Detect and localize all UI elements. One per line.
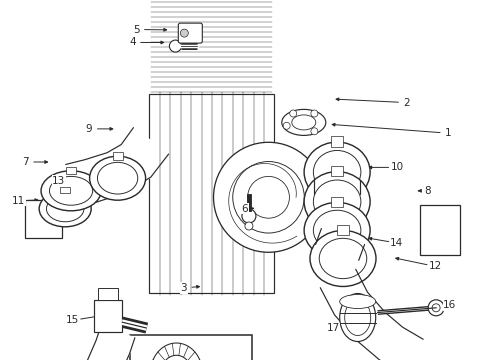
Text: 2: 2	[403, 98, 410, 108]
Text: 17: 17	[326, 323, 340, 333]
Polygon shape	[66, 127, 169, 207]
Text: 9: 9	[86, 124, 93, 134]
Ellipse shape	[314, 150, 361, 194]
Ellipse shape	[292, 115, 316, 130]
Text: 11: 11	[12, 196, 25, 206]
Bar	[331, 197, 343, 207]
Ellipse shape	[304, 172, 370, 231]
Bar	[98, 288, 118, 300]
Circle shape	[311, 128, 318, 135]
Ellipse shape	[314, 180, 361, 223]
Circle shape	[233, 162, 304, 233]
Ellipse shape	[98, 162, 138, 194]
Circle shape	[214, 142, 323, 252]
Text: 1: 1	[445, 128, 452, 138]
Text: 12: 12	[428, 261, 442, 271]
Circle shape	[170, 40, 181, 52]
Text: 7: 7	[22, 157, 29, 167]
Ellipse shape	[340, 294, 376, 309]
Circle shape	[432, 304, 440, 312]
Circle shape	[245, 222, 253, 230]
Ellipse shape	[90, 156, 146, 200]
Bar	[420, 205, 460, 255]
Ellipse shape	[310, 230, 376, 287]
Ellipse shape	[282, 109, 326, 135]
Ellipse shape	[49, 176, 93, 205]
Circle shape	[180, 29, 188, 37]
Ellipse shape	[314, 210, 361, 251]
Polygon shape	[46, 327, 135, 360]
Polygon shape	[314, 180, 360, 194]
Ellipse shape	[340, 293, 376, 342]
Bar	[60, 187, 70, 193]
Circle shape	[290, 110, 297, 117]
Ellipse shape	[39, 191, 91, 227]
Text: 10: 10	[391, 162, 403, 172]
Polygon shape	[316, 229, 365, 260]
Text: 5: 5	[133, 24, 140, 35]
Text: 8: 8	[424, 186, 431, 196]
Ellipse shape	[41, 171, 101, 211]
Bar	[331, 166, 343, 176]
Text: 14: 14	[390, 238, 404, 248]
Bar	[149, 94, 274, 293]
Text: 15: 15	[66, 315, 79, 325]
Text: 16: 16	[443, 300, 457, 310]
FancyBboxPatch shape	[178, 23, 202, 43]
Bar	[130, 335, 252, 360]
Text: 6: 6	[242, 204, 248, 214]
Circle shape	[247, 176, 290, 218]
Ellipse shape	[304, 142, 370, 202]
Text: 3: 3	[180, 283, 187, 293]
Text: 13: 13	[52, 176, 66, 186]
Text: 4: 4	[129, 37, 136, 48]
Circle shape	[242, 209, 256, 223]
Bar	[94, 300, 122, 332]
Circle shape	[283, 122, 290, 129]
Bar	[331, 136, 343, 147]
Ellipse shape	[47, 196, 84, 222]
Bar	[337, 225, 349, 235]
Ellipse shape	[304, 202, 370, 258]
Polygon shape	[151, 343, 201, 360]
Bar	[25, 200, 62, 238]
Bar	[113, 152, 122, 159]
Ellipse shape	[319, 238, 367, 279]
Ellipse shape	[344, 300, 371, 336]
Bar	[66, 167, 76, 174]
Circle shape	[428, 300, 444, 316]
Circle shape	[311, 110, 318, 117]
Polygon shape	[320, 269, 423, 360]
